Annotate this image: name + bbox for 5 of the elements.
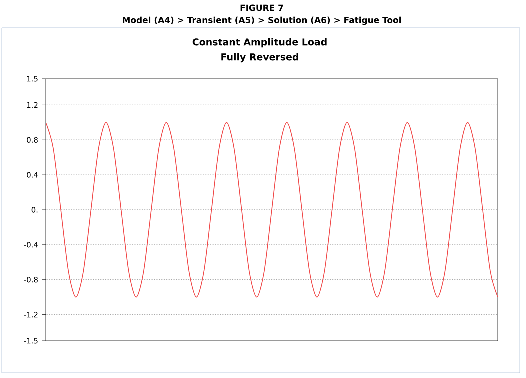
line-series — [46, 122, 498, 298]
chart-title: Constant Amplitude Load — [192, 38, 327, 48]
text: Model (A4) > Transient (A5) > Solution (A6) > Fatigue Tool — [123, 16, 402, 26]
chart-subtitle: Fully Reversed — [222, 53, 298, 63]
caption: FIGURE 7 — [240, 4, 284, 12]
